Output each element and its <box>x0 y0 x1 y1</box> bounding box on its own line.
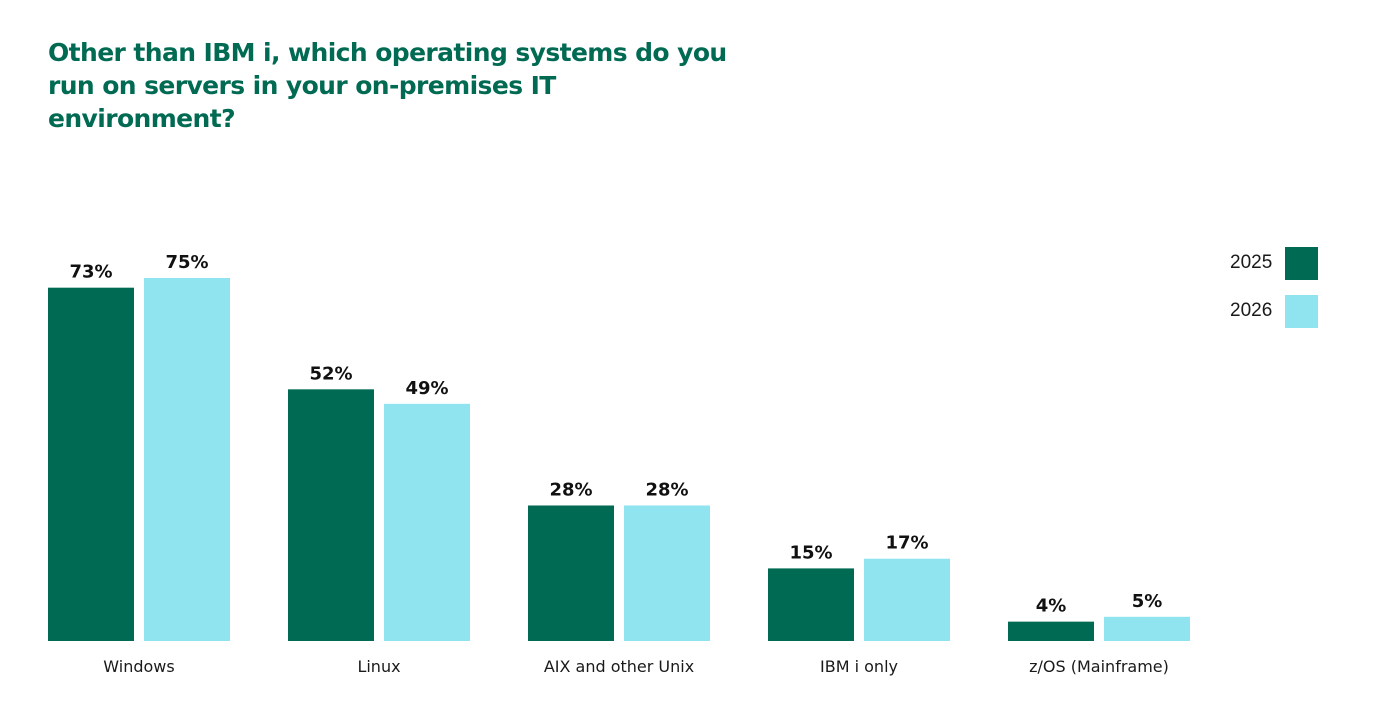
legend-item-2026: 2026 <box>1230 294 1319 328</box>
data-label: 49% <box>405 378 448 399</box>
data-label: 15% <box>789 542 832 563</box>
category-label: IBM i only <box>820 657 898 676</box>
bar-2026-4 <box>1104 616 1190 641</box>
bar-2026-2 <box>624 505 710 641</box>
data-label: 5% <box>1132 591 1163 612</box>
bar-2026-0 <box>144 278 230 641</box>
bar-2025-2 <box>528 505 614 641</box>
bar-2026-3 <box>864 558 950 641</box>
category-label: Linux <box>357 657 400 676</box>
chart-title: Other than IBM i, which operating system… <box>48 38 727 133</box>
data-label: 75% <box>165 252 208 273</box>
data-label: 4% <box>1036 596 1067 617</box>
legend: 2025 2026 <box>1230 246 1319 342</box>
bar-2025-4 <box>1008 621 1094 641</box>
data-label: 73% <box>69 262 112 283</box>
category-label: AIX and other Unix <box>544 657 694 676</box>
data-label: 52% <box>309 363 352 384</box>
data-label: 28% <box>549 479 592 500</box>
legend-swatch <box>1285 294 1319 328</box>
category-label: z/OS (Mainframe) <box>1029 657 1169 676</box>
data-label: 28% <box>645 479 688 500</box>
bar-2025-0 <box>48 287 134 641</box>
data-label: 17% <box>885 533 928 554</box>
bar-2025-1 <box>288 389 374 641</box>
bar-2026-1 <box>384 403 470 641</box>
bar-2025-3 <box>768 568 854 641</box>
legend-swatch <box>1285 246 1319 280</box>
legend-label: 2026 <box>1230 300 1273 321</box>
category-label: Windows <box>103 657 174 676</box>
legend-item-2025: 2025 <box>1230 246 1319 280</box>
legend-label: 2025 <box>1230 252 1273 273</box>
